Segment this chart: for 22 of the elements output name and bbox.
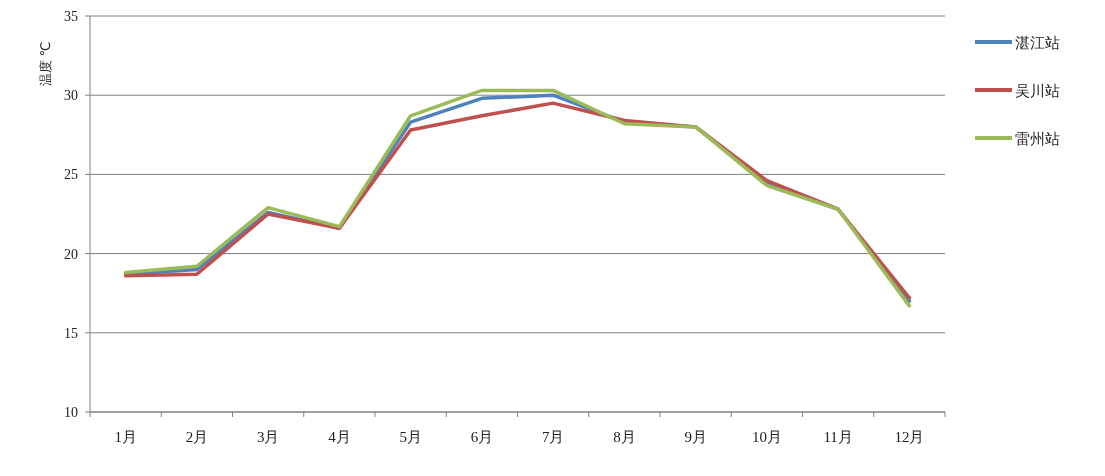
x-tick-label: 6月 — [470, 429, 494, 445]
y-axis-title: 温度 ℃ — [38, 41, 53, 87]
y-tick-label: 30 — [64, 88, 78, 104]
x-tick-label: 5月 — [399, 429, 422, 445]
x-tick-label: 1月 — [114, 429, 137, 445]
x-tick-label: 12月 — [894, 429, 925, 445]
x-tick-label: 2月 — [185, 429, 209, 445]
y-tick-label: 10 — [64, 405, 78, 420]
x-tick-label: 8月 — [613, 429, 636, 445]
y-tick-label: 35 — [64, 9, 78, 24]
y-tick-label: 15 — [64, 325, 78, 341]
x-tick-label: 11月 — [823, 429, 853, 445]
x-tick-label: 3月 — [256, 429, 280, 445]
x-tick-label: 7月 — [541, 429, 565, 445]
y-tick-label: 25 — [64, 167, 78, 183]
legend-label: 雷州站 — [1015, 130, 1060, 148]
x-tick-label: 9月 — [684, 429, 707, 445]
y-tick-label: 20 — [64, 246, 78, 262]
legend-label: 吴川站 — [1015, 82, 1060, 100]
x-tick-label: 4月 — [328, 429, 351, 445]
legend-label: 湛江站 — [1015, 34, 1060, 52]
x-tick-label: 10月 — [751, 429, 782, 445]
